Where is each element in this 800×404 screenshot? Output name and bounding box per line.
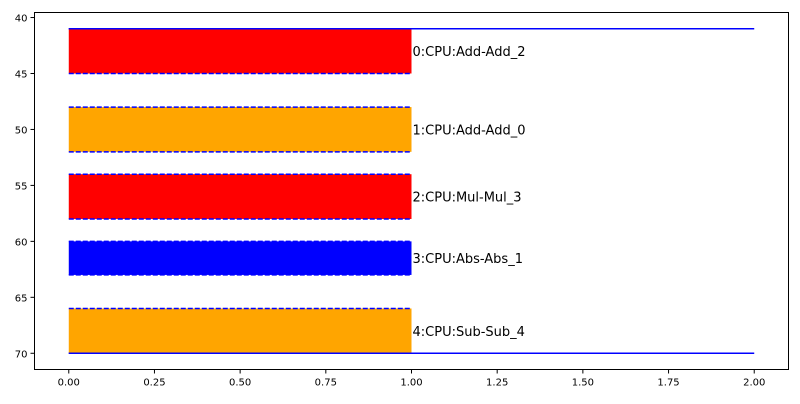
bar-label-3: 3:CPU:Abs-Abs_1 [413, 252, 523, 267]
x-tick-label: 0.00 [58, 378, 80, 389]
x-tick-label: 1.25 [486, 378, 508, 389]
bar-4 [68, 308, 412, 354]
x-tick-label: 0.50 [229, 378, 251, 389]
y-axis: 40 45 50 55 60 65 70 [15, 14, 35, 360]
y-tick-label: 65 [15, 293, 28, 304]
x-tick-label: 1.75 [657, 378, 679, 389]
x-tick-label: 0.75 [315, 378, 337, 389]
y-tick-label: 55 [15, 181, 28, 192]
x-tick-label: 2.00 [743, 378, 765, 389]
bar-1 [68, 107, 412, 152]
y-tick-label: 70 [15, 349, 28, 360]
x-tick-label: 1.00 [400, 378, 422, 389]
bar-label-0: 0:CPU:Add-Add_2 [413, 45, 526, 60]
x-tick-label: 1.50 [572, 378, 594, 389]
y-tick-label: 50 [15, 125, 28, 136]
x-tick-label: 0.25 [143, 378, 165, 389]
y-tick-label: 40 [15, 14, 28, 25]
x-axis: 0.00 0.25 0.50 0.75 1.00 1.25 1.50 1.75 2.00 [58, 369, 765, 389]
plot-marks: 0:CPU:Add-Add_2 1:CPU:Add-Add_0 2:CPU:Mul-… [68, 27, 755, 355]
bar-0 [68, 28, 412, 74]
bar-label-1: 1:CPU:Add-Add_0 [413, 123, 526, 138]
bar-label-4: 4:CPU:Sub-Sub_4 [413, 325, 525, 340]
y-tick-label: 60 [15, 237, 28, 248]
bar-3 [68, 241, 412, 275]
y-tick-label: 45 [15, 69, 28, 80]
bar-label-2: 2:CPU:Mul-Mul_3 [413, 191, 522, 206]
bar-2 [68, 174, 412, 219]
